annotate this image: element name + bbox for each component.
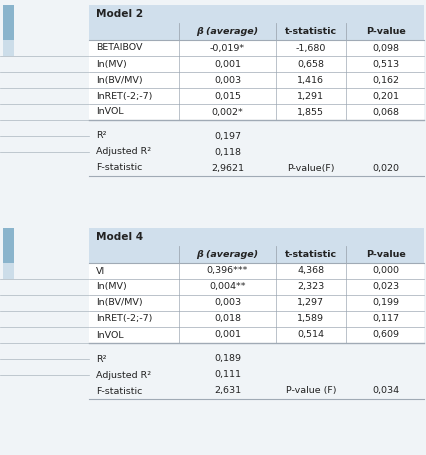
Text: R²: R² [96, 354, 106, 364]
Text: F-statistic: F-statistic [96, 163, 142, 172]
Text: 0,023: 0,023 [371, 283, 398, 292]
Text: ln(MV): ln(MV) [96, 283, 127, 292]
Text: 0,004**: 0,004** [209, 283, 245, 292]
Bar [89, 40, 423, 56]
Text: 0,609: 0,609 [371, 330, 398, 339]
Text: 0,018: 0,018 [213, 314, 240, 324]
Text: P-value: P-value [365, 250, 405, 259]
Text: ln(BV/MV): ln(BV/MV) [96, 76, 142, 85]
Bar [89, 72, 423, 88]
Bar [89, 104, 423, 120]
Text: 0,098: 0,098 [371, 44, 398, 52]
Bar [89, 23, 423, 40]
Text: 0,000: 0,000 [371, 267, 398, 275]
Text: 0,189: 0,189 [213, 354, 240, 364]
Text: 0,111: 0,111 [213, 370, 240, 379]
Bar [3, 40, 14, 56]
Text: 1,855: 1,855 [296, 107, 323, 116]
Text: 0,514: 0,514 [296, 330, 323, 339]
Text: 0,003: 0,003 [213, 76, 241, 85]
Bar [3, 228, 14, 263]
Text: 1,416: 1,416 [296, 76, 323, 85]
Text: lnRET(-2;-7): lnRET(-2;-7) [96, 91, 152, 101]
Text: 0,658: 0,658 [296, 60, 323, 69]
Text: 1,589: 1,589 [296, 314, 323, 324]
Text: -1,680: -1,680 [295, 44, 325, 52]
Bar [89, 327, 423, 343]
Text: 0,201: 0,201 [371, 91, 398, 101]
Text: 2,323: 2,323 [296, 283, 324, 292]
Bar [3, 5, 14, 40]
Text: 0,034: 0,034 [371, 386, 398, 395]
Text: P-value: P-value [365, 27, 405, 36]
Text: Model 2: Model 2 [96, 9, 143, 19]
Text: 0,002*: 0,002* [211, 107, 243, 116]
Text: 0,001: 0,001 [213, 330, 240, 339]
Text: F-statistic: F-statistic [96, 386, 142, 395]
Text: Model 4: Model 4 [96, 232, 143, 242]
Text: 0,068: 0,068 [371, 107, 398, 116]
Text: 0,513: 0,513 [371, 60, 398, 69]
Bar [3, 263, 14, 279]
Text: ln(BV/MV): ln(BV/MV) [96, 298, 142, 308]
Text: 0,199: 0,199 [371, 298, 398, 308]
Text: 0,118: 0,118 [213, 147, 240, 157]
Text: R²: R² [96, 131, 106, 141]
Text: 0,162: 0,162 [371, 76, 398, 85]
Bar [89, 246, 423, 263]
Text: P-value (F): P-value (F) [285, 386, 335, 395]
Text: 2,631: 2,631 [213, 386, 241, 395]
Text: VI: VI [96, 267, 105, 275]
Text: 1,297: 1,297 [296, 298, 323, 308]
Bar [89, 295, 423, 311]
Text: 0,396***: 0,396*** [206, 267, 248, 275]
Bar [89, 311, 423, 327]
Bar [89, 5, 423, 23]
Text: 1,291: 1,291 [296, 91, 323, 101]
Bar [89, 228, 423, 246]
Text: t-statistic: t-statistic [284, 250, 336, 259]
Bar [89, 88, 423, 104]
Text: Adjusted R²: Adjusted R² [96, 370, 151, 379]
Text: lnVOL: lnVOL [96, 330, 124, 339]
Text: 0,003: 0,003 [213, 298, 241, 308]
Bar [89, 263, 423, 279]
Text: BETAIBOV: BETAIBOV [96, 44, 142, 52]
Text: β (average): β (average) [196, 250, 258, 259]
Text: t-statistic: t-statistic [284, 27, 336, 36]
Text: 0,020: 0,020 [371, 163, 398, 172]
Text: 0,001: 0,001 [213, 60, 240, 69]
Text: 0,015: 0,015 [213, 91, 240, 101]
Text: ln(MV): ln(MV) [96, 60, 127, 69]
Text: 4,368: 4,368 [296, 267, 324, 275]
Bar [89, 56, 423, 72]
Text: -0,019*: -0,019* [210, 44, 245, 52]
Text: Adjusted R²: Adjusted R² [96, 147, 151, 157]
Text: β (average): β (average) [196, 27, 258, 36]
Text: 0,117: 0,117 [371, 314, 398, 324]
Text: lnVOL: lnVOL [96, 107, 124, 116]
Bar [89, 279, 423, 295]
Text: 2,9621: 2,9621 [210, 163, 243, 172]
Text: 0,197: 0,197 [213, 131, 240, 141]
Text: lnRET(-2;-7): lnRET(-2;-7) [96, 314, 152, 324]
Text: P-value(F): P-value(F) [286, 163, 334, 172]
